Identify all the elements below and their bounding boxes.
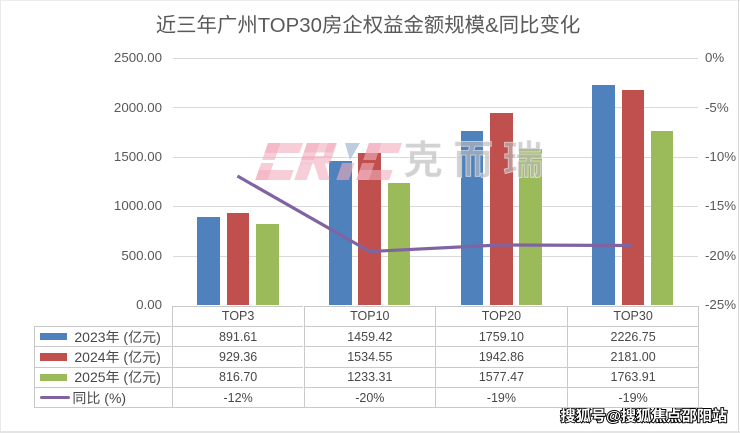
svg-text:搜狐号@搜狐焦点邵阳站: 搜狐号@搜狐焦点邵阳站 [561,408,728,425]
